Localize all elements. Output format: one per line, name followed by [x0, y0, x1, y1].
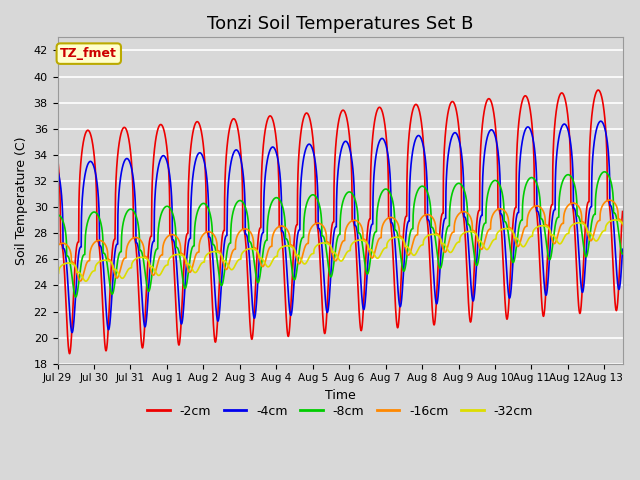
-16cm	[204, 229, 211, 235]
-32cm	[97, 258, 104, 264]
-32cm	[204, 252, 211, 257]
-4cm	[97, 243, 104, 249]
-2cm	[97, 258, 104, 264]
-16cm	[605, 197, 613, 203]
-2cm	[54, 154, 61, 159]
-2cm	[66, 351, 74, 357]
-4cm	[518, 143, 525, 149]
Y-axis label: Soil Temperature (C): Soil Temperature (C)	[15, 136, 28, 265]
Title: Tonzi Soil Temperatures Set B: Tonzi Soil Temperatures Set B	[207, 15, 473, 33]
-8cm	[224, 245, 232, 251]
-4cm	[597, 118, 605, 124]
-16cm	[77, 278, 84, 284]
-8cm	[459, 183, 467, 189]
-32cm	[611, 217, 619, 223]
-2cm	[518, 101, 525, 107]
Line: -2cm: -2cm	[58, 90, 623, 354]
-8cm	[601, 169, 609, 175]
-4cm	[54, 167, 61, 173]
-4cm	[224, 192, 232, 197]
-32cm	[459, 231, 467, 237]
-8cm	[518, 217, 525, 223]
-16cm	[570, 200, 577, 206]
Line: -8cm: -8cm	[58, 172, 623, 297]
-8cm	[72, 294, 79, 300]
-4cm	[204, 179, 211, 184]
X-axis label: Time: Time	[324, 389, 355, 402]
-4cm	[619, 246, 627, 252]
-2cm	[619, 209, 627, 215]
Line: -4cm: -4cm	[58, 121, 623, 333]
-16cm	[97, 238, 104, 243]
-16cm	[224, 265, 232, 271]
-2cm	[224, 138, 232, 144]
Legend: -2cm, -4cm, -8cm, -16cm, -32cm: -2cm, -4cm, -8cm, -16cm, -32cm	[142, 400, 538, 423]
-32cm	[54, 271, 61, 276]
-8cm	[204, 204, 211, 209]
-16cm	[619, 222, 627, 228]
-16cm	[518, 234, 525, 240]
-8cm	[54, 212, 61, 218]
-4cm	[459, 161, 467, 167]
Line: -32cm: -32cm	[58, 220, 623, 281]
-16cm	[459, 209, 467, 215]
-2cm	[595, 87, 602, 93]
-2cm	[570, 208, 577, 214]
-32cm	[518, 242, 525, 248]
-32cm	[82, 278, 90, 284]
-2cm	[459, 210, 467, 216]
-4cm	[68, 330, 76, 336]
Line: -16cm: -16cm	[58, 200, 623, 281]
-16cm	[54, 243, 61, 249]
-32cm	[570, 221, 577, 227]
-4cm	[570, 190, 577, 195]
-8cm	[97, 218, 104, 224]
-32cm	[224, 262, 232, 267]
-8cm	[619, 251, 627, 257]
-32cm	[619, 221, 627, 227]
-8cm	[570, 178, 577, 184]
Text: TZ_fmet: TZ_fmet	[60, 47, 117, 60]
-2cm	[204, 229, 211, 235]
